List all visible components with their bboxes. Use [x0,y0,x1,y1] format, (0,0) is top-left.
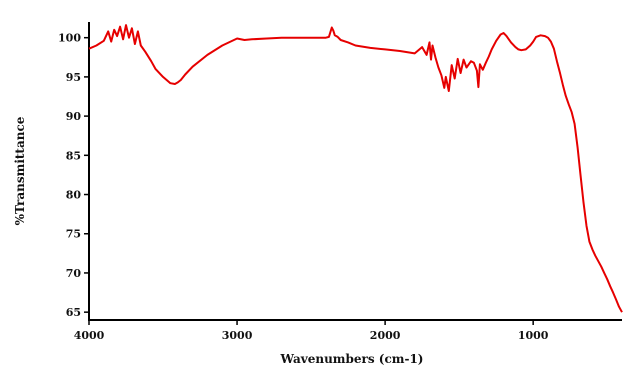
plot-frame [88,22,622,321]
y-axis-ticks: 65 70 75 80 85 90 95 100 [58,32,89,319]
spectrum-series-line [88,24,623,313]
y-tick-label: 95 [66,71,81,84]
y-tick-label: 90 [66,110,82,123]
series-layer [88,24,623,313]
y-tick-label: 80 [66,189,82,202]
x-tick-label: 4000 [74,329,105,342]
x-tick-label: 3000 [222,329,253,342]
x-axis-ticks: 4000 3000 2000 1000 [74,320,549,342]
y-axis-title: %Transmittance [13,116,27,225]
y-tick-label: 70 [66,267,82,280]
y-tick-label: 100 [58,32,81,45]
y-tick-label: 65 [66,306,81,319]
x-axis-title: Wavenumbers (cm-1) [280,352,424,366]
x-tick-label: 2000 [370,329,401,342]
x-tick-label: 1000 [518,329,549,342]
y-tick-label: 75 [66,228,81,241]
y-tick-label: 85 [66,149,81,162]
